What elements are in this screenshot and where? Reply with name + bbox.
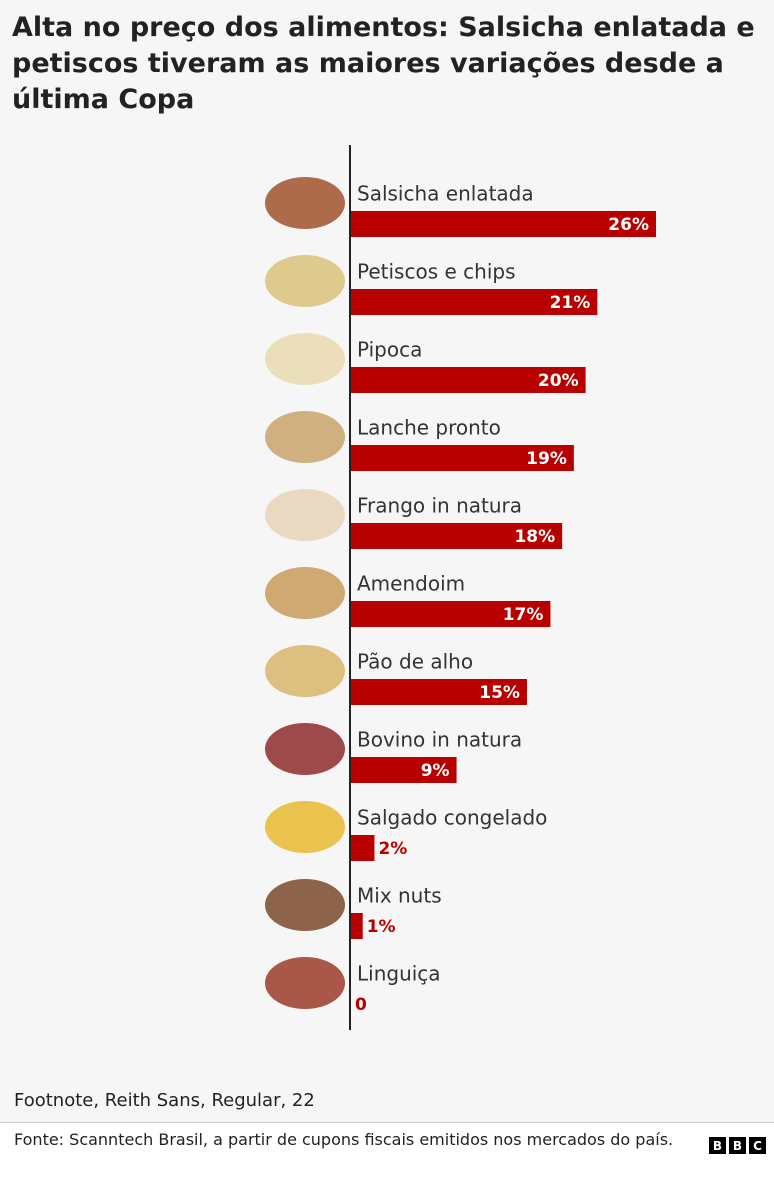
food-image: [265, 255, 345, 307]
source: Fonte: Scanntech Brasil, a partir de cup…: [14, 1130, 674, 1149]
bar: [351, 835, 375, 861]
food-image: [265, 879, 345, 931]
value-label: 21%: [550, 293, 591, 313]
category-label: Pão de alho: [357, 650, 473, 674]
bar: [351, 679, 527, 705]
value-label: 2%: [378, 839, 407, 859]
food-image: [265, 567, 345, 619]
value-label: 15%: [479, 683, 520, 703]
value-label: 20%: [538, 371, 579, 391]
category-label: Pipoca: [357, 338, 422, 362]
food-icons: [265, 177, 345, 1009]
category-label: Salsicha enlatada: [357, 182, 534, 206]
bar: [351, 601, 551, 627]
chart-title: Alta no preço dos alimentos: Salsicha en…: [12, 12, 755, 115]
value-label: 19%: [526, 449, 567, 469]
category-label: Petiscos e chips: [357, 260, 516, 284]
value-label: 9%: [421, 761, 450, 781]
chart: Salsicha enlatada 26% Petiscos e chips 21% P…: [265, 145, 656, 1030]
category-label: Linguiça: [357, 962, 441, 986]
value-label: 18%: [514, 527, 555, 547]
value-label: 1%: [367, 917, 396, 937]
value-label: 17%: [503, 605, 544, 625]
food-image: [265, 489, 345, 541]
bar: [351, 211, 656, 237]
value-label: 26%: [608, 215, 649, 235]
food-image: [265, 957, 345, 1009]
bar: [351, 445, 574, 471]
bar: [351, 757, 457, 783]
value-label: 0: [355, 995, 367, 1015]
category-label: Salgado congelado: [357, 806, 547, 830]
category-label: Amendoim: [357, 572, 465, 596]
bar: [351, 367, 586, 393]
food-image: [265, 411, 345, 463]
category-label: Bovino in natura: [357, 728, 522, 752]
footer: Fonte: Scanntech Brasil, a partir de cup…: [0, 1122, 774, 1184]
food-image: [265, 645, 345, 697]
bar: [351, 523, 563, 549]
food-image: [265, 177, 345, 229]
category-label: Mix nuts: [357, 884, 442, 908]
footnote: Footnote, Reith Sans, Regular, 22: [14, 1090, 315, 1111]
category-label: Lanche pronto: [357, 416, 501, 440]
logo: B B C: [709, 1137, 766, 1154]
food-image: [265, 333, 345, 385]
food-image: [265, 801, 345, 853]
logo-letter: C: [749, 1137, 766, 1154]
food-image: [265, 723, 345, 775]
bar: [351, 913, 363, 939]
logo-letter: B: [709, 1137, 726, 1154]
bar: [351, 289, 598, 315]
category-label: Frango in natura: [357, 494, 522, 518]
logo-letter: B: [729, 1137, 746, 1154]
